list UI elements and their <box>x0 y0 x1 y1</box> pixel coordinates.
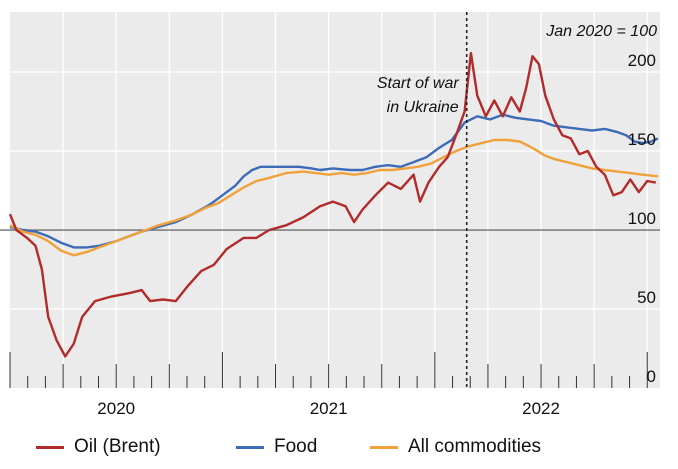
legend-label-all-commodities: All commodities <box>408 436 542 457</box>
legend-swatch-food <box>236 445 264 449</box>
x-tick-label: 2022 <box>522 399 560 418</box>
grid-lines <box>10 12 660 388</box>
annotation-line-1: Start of war <box>377 75 459 92</box>
legend-item-all-commodities: All commodities <box>370 432 541 462</box>
y-tick-label: 50 <box>637 288 656 307</box>
legend-label-food: Food <box>274 436 318 457</box>
legend: Oil (Brent) Food All commodities <box>0 432 678 462</box>
x-tick-label: 2020 <box>97 399 135 418</box>
unit-note: Jan 2020 = 100 <box>545 23 657 40</box>
y-tick-label: 150 <box>628 130 656 149</box>
series-lines <box>8 51 659 358</box>
y-tick-label: 100 <box>628 209 656 228</box>
series-line-oil-brent <box>8 51 657 358</box>
legend-item-oil: Oil (Brent) <box>36 432 161 462</box>
series-line-all-commodities <box>9 138 659 257</box>
chart-area: Start of war in Ukraine Jan 2020 = 100 0… <box>0 12 660 418</box>
x-axis-labels: 2020 2021 2022 <box>97 399 560 418</box>
legend-label-oil: Oil (Brent) <box>74 436 161 457</box>
y-tick-label: 0 <box>647 367 656 386</box>
x-axis-ticks <box>9 352 648 388</box>
x-tick-label: 2021 <box>310 399 348 418</box>
legend-swatch-all-commodities <box>370 445 398 449</box>
y-axis-labels: 0 50 100 150 200 <box>628 51 656 386</box>
annotation-line-2: in Ukraine <box>387 99 459 116</box>
legend-swatch-oil <box>36 445 64 449</box>
y-tick-label: 200 <box>628 51 656 70</box>
plot-background <box>10 12 660 388</box>
legend-item-food: Food <box>236 432 317 462</box>
